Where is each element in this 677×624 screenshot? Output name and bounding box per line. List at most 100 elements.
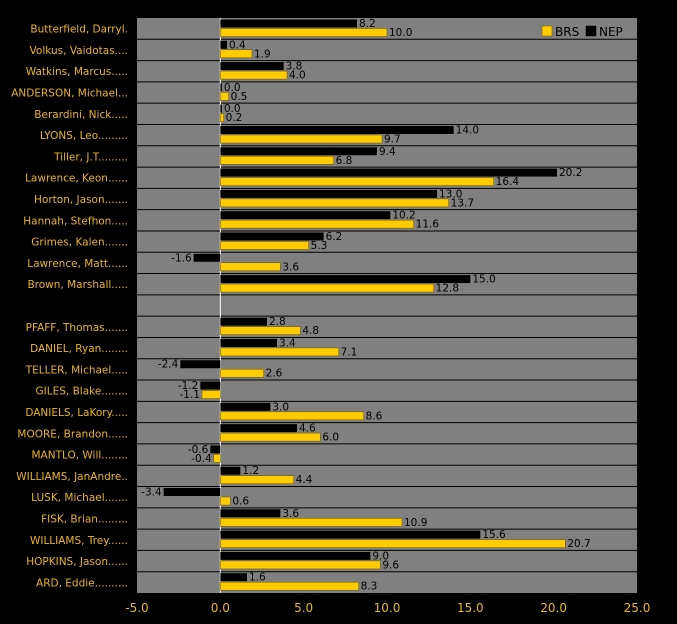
value-label: 7.1	[341, 346, 358, 358]
bar-brs	[220, 283, 434, 293]
bar-brs	[220, 156, 334, 165]
bar-nep	[200, 381, 221, 390]
value-label: 13.0	[439, 188, 462, 200]
value-label: 16.4	[496, 176, 520, 188]
value-label: 1.2	[242, 465, 259, 477]
x-tick-label: 20.0	[540, 601, 567, 615]
bar-nep	[220, 573, 247, 582]
bar-nep	[220, 62, 284, 71]
bar-brs	[220, 326, 301, 335]
bar-nep	[220, 402, 271, 411]
category-label: ANDERSON, Michael...	[11, 88, 128, 100]
value-label: 8.3	[361, 581, 378, 593]
bar-brs	[220, 92, 229, 101]
bar-brs	[220, 539, 566, 548]
category-label: LYONS, Leo.........	[40, 130, 128, 142]
bar-brs	[220, 560, 381, 570]
value-label: 15.6	[482, 529, 506, 541]
bar-brs	[220, 177, 494, 186]
value-label: 0.5	[231, 91, 248, 103]
category-label: ARD, Eddie..........	[36, 577, 128, 589]
bar-brs	[220, 518, 403, 527]
legend-label-nep: NEP	[599, 25, 623, 39]
x-tick-label: -5.0	[125, 601, 148, 615]
bar-nep	[180, 360, 221, 369]
category-label: MANTLO, Will........	[31, 450, 128, 462]
bar-brs	[220, 49, 253, 59]
bar-nep	[220, 466, 241, 475]
legend-swatch-nep	[585, 25, 597, 37]
plot-area	[137, 18, 637, 593]
category-label: Berardini, Nick.....	[34, 109, 128, 121]
category-label: Hannah, Stefhon.....	[23, 215, 128, 227]
bar-nep	[193, 253, 221, 262]
value-label: 14.0	[456, 124, 479, 136]
value-label: -1.1	[180, 389, 201, 401]
value-label: -3.4	[141, 487, 162, 499]
value-label: 4.6	[299, 423, 316, 435]
bar-brs	[220, 411, 364, 421]
bar-nep	[220, 317, 267, 326]
value-label: 5.3	[311, 240, 328, 252]
bars	[163, 19, 566, 591]
bar-brs	[220, 198, 449, 208]
category-label: GILES, Blake........	[36, 386, 128, 398]
value-label: -2.4	[158, 359, 179, 371]
bar-nep	[220, 509, 281, 518]
value-label: 1.9	[254, 48, 271, 60]
value-label: 9.7	[384, 133, 401, 145]
bar-brs	[220, 28, 388, 37]
bar-nep	[220, 40, 227, 49]
bar-brs	[220, 581, 359, 591]
x-tick-label: 0.0	[211, 601, 230, 615]
value-label: 3.6	[282, 261, 299, 273]
value-label: 4.4	[296, 474, 313, 486]
category-label: LUSK, Michael.......	[31, 492, 128, 504]
value-label: -0.4	[191, 453, 212, 465]
value-labels: 8.210.00.41.93.84.00.00.50.00.214.09.79.…	[141, 18, 591, 593]
value-label: 0.6	[232, 496, 249, 508]
value-label: 2.8	[269, 316, 286, 328]
value-label: 6.2	[326, 231, 343, 243]
gridlines	[137, 18, 637, 593]
category-label: Lawrence, Keon......	[25, 173, 128, 185]
value-label: -1.2	[178, 380, 199, 392]
category-label: Brown, Marshall.....	[27, 279, 128, 291]
category-label: FISK, Brian.........	[41, 513, 128, 525]
category-label: MOORE, Brandon......	[17, 428, 128, 440]
value-label: 1.6	[249, 572, 266, 584]
x-tick-label: 5.0	[294, 601, 313, 615]
x-tick-label: 25.0	[624, 601, 651, 615]
value-label: 4.0	[289, 70, 306, 82]
value-label: 8.6	[366, 410, 383, 422]
x-tick-label: 10.0	[374, 601, 401, 615]
bar-brs	[220, 241, 309, 250]
value-label: 3.6	[282, 508, 299, 520]
bar-brs	[220, 70, 288, 80]
bar-nep	[220, 168, 558, 177]
bar-brs	[220, 219, 414, 229]
legend-label-brs: BRS	[555, 25, 579, 39]
bar-brs	[213, 454, 221, 463]
value-label: 6.8	[336, 155, 353, 167]
bar-nep	[210, 445, 221, 454]
value-label: -1.6	[171, 252, 192, 264]
category-label: DANIEL, Ryan........	[30, 343, 128, 355]
value-label: 0.0	[224, 82, 241, 94]
category-label: Grimes, Kalen.......	[31, 237, 128, 249]
category-label: Horton, Jason.......	[34, 194, 128, 206]
category-label: Volkus, Vaidotas....	[30, 45, 128, 57]
category-label: TELLER, Michael.....	[25, 364, 128, 376]
bar-nep	[220, 338, 277, 347]
value-label: 13.7	[451, 197, 474, 209]
value-label: 3.4	[279, 337, 296, 349]
bar-nep	[220, 125, 454, 134]
legend-swatch-brs	[541, 25, 553, 37]
bar-nep	[220, 83, 222, 92]
category-label: Butterfield, Darryl.	[30, 24, 128, 36]
x-axis-ticks: -5.0 0.0 5.0 10.0 15.0 20.0 25.0	[125, 601, 650, 615]
bar-nep	[163, 488, 221, 497]
value-label: -0.6	[188, 444, 209, 456]
bar-brs	[220, 262, 281, 272]
value-label: 12.8	[436, 283, 459, 295]
